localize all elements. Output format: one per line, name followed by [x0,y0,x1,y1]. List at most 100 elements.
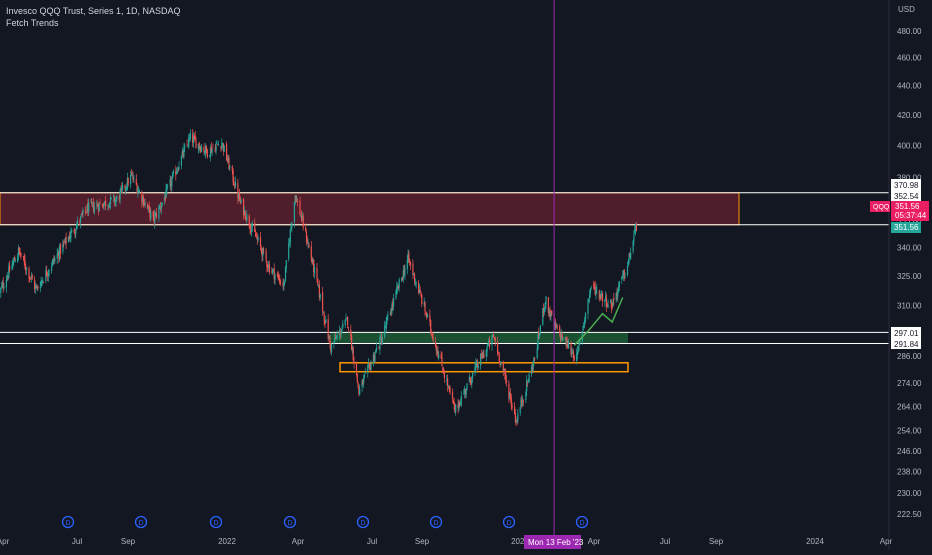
candle-body [384,325,386,337]
candle-body [209,155,211,156]
y-tick-label: 286.00 [897,352,922,361]
candle-body [210,147,212,153]
candle-body [239,199,241,202]
candle-body [514,413,516,422]
trend-line[interactable] [573,297,624,346]
dividend-marker[interactable]: D [134,515,148,529]
candle-body [352,346,354,361]
candle-body [550,311,552,317]
candle-body [63,242,65,243]
candle-body [599,294,601,297]
candle-body [119,190,121,200]
candle-body [470,380,472,384]
candle-body [205,146,207,154]
x-tick-label: Apr [588,537,601,546]
dividend-circle [356,515,370,529]
candle-body [52,258,54,263]
candle-body [622,270,625,276]
candle-body [375,350,377,353]
candle-body [589,294,591,298]
candle-body [118,196,120,200]
candle-body [214,148,216,152]
candle-body [138,191,141,192]
candle-body [20,253,22,257]
candle-body [90,201,92,203]
candle-body [68,235,70,240]
candle-body [481,353,483,359]
candle-body [221,143,223,148]
candle-body [368,363,370,365]
candle-body [515,420,517,422]
candle-body [345,317,347,319]
candle-body [69,236,71,238]
dividend-circle [429,515,443,529]
x-tick-label: 2022 [218,537,236,546]
candle-body [203,146,205,152]
candle-body [182,151,184,156]
candle-body [436,351,438,353]
dividend-marker[interactable]: D [575,515,589,529]
candle-body [46,273,49,276]
resistance-zone[interactable] [0,192,740,226]
candle-body [584,319,586,323]
candle-body [277,274,279,277]
candle-body [548,309,550,313]
candle-body [367,365,369,373]
candle-body [108,206,110,208]
candle-body [482,353,484,358]
candle-body [577,346,579,350]
candle-body [572,351,574,358]
candle-body [327,319,329,339]
candle-body [120,187,122,191]
candle-body [522,401,524,402]
candle-body [273,268,275,279]
candle-body [330,344,333,353]
candle-body [159,206,161,207]
lower-orange-box[interactable] [339,362,629,373]
candle-body [517,413,519,421]
candle-body [289,229,291,244]
candle-body [159,207,162,209]
candle-body [195,139,197,148]
candle-body [514,406,516,415]
support-zone[interactable] [330,332,628,344]
countdown-label: 05:37:44 [895,211,927,220]
dividend-marker[interactable]: D [283,515,297,529]
dividend-marker[interactable]: D [429,515,443,529]
last-price-2-label: 351.56 [894,223,919,232]
candle-body [508,383,510,399]
candle-body [483,353,485,358]
candle-body [262,248,264,256]
candle-body [459,401,461,406]
dividend-marker[interactable]: D [502,515,516,529]
candle-body [480,353,482,366]
candle-body [12,262,14,267]
candle-body [308,244,310,247]
candle-body [594,286,596,295]
candle-body [369,364,371,370]
candle-body [59,245,61,260]
candle-body [311,259,313,263]
candle-body [170,180,172,187]
candle-body [464,390,466,393]
dividend-marker[interactable]: D [356,515,370,529]
x-tick-label: Jul [72,537,82,546]
candle-body [387,315,389,316]
x-tick-label: Sep [121,537,136,546]
candle-body [372,355,374,365]
dividend-marker[interactable]: D [61,515,75,529]
time-axis[interactable]: Apr Jul Sep 2022 Apr Jul Sep 2023 Apr Jul Sep 2024 A… [0,537,893,546]
symbol-tag: QQQ [873,204,890,211]
dividend-marker[interactable]: D [209,515,223,529]
candle-body [96,204,98,206]
candle-body [376,347,378,351]
y-tick-label: 460.00 [897,54,922,63]
symbol-title[interactable]: Invesco QQQ Trust, Series 1, 1D, NASDAQ [6,6,181,16]
candle-body [181,151,183,155]
candle-body [34,279,36,289]
candle-body [528,374,530,383]
indicator-name[interactable]: Fetch Trends [6,18,59,28]
candle-body [624,275,626,277]
